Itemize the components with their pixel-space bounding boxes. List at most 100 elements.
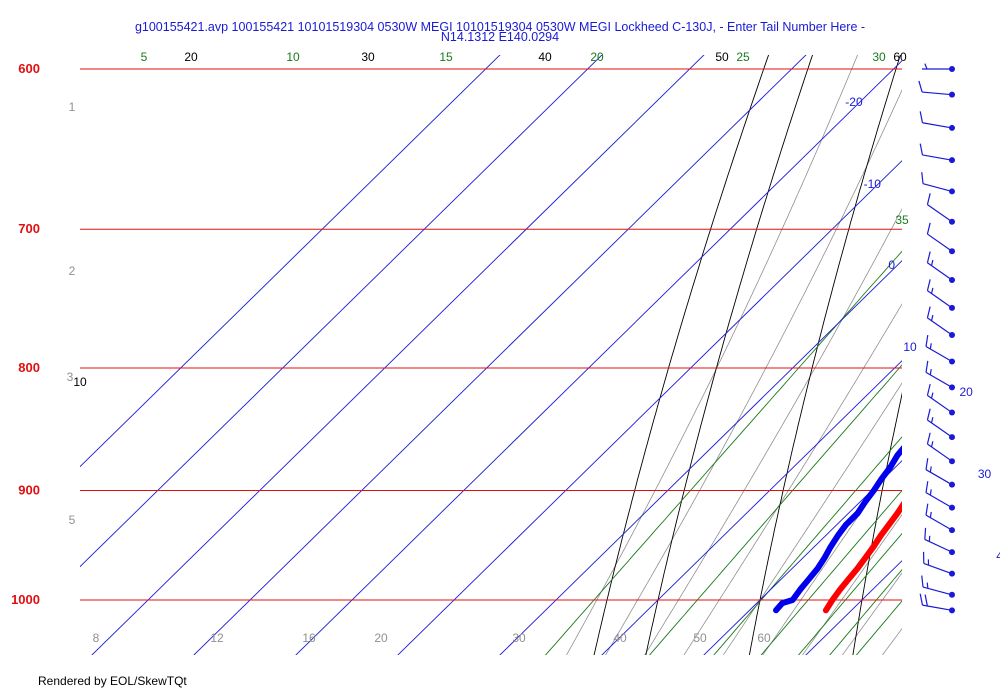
wind-barb-feather bbox=[921, 575, 924, 588]
saturated-adiabat bbox=[605, 89, 902, 655]
isotherm-line bbox=[703, 460, 902, 655]
wind-barb-feather bbox=[925, 360, 929, 373]
isotherm-label: -10 bbox=[864, 177, 882, 191]
isotherm-label: 30 bbox=[978, 467, 992, 481]
wind-barb-feather bbox=[919, 143, 924, 156]
height-label: 1 bbox=[69, 100, 76, 114]
dewpoint-trace bbox=[773, 445, 902, 614]
wind-barb-shaft bbox=[922, 183, 953, 193]
wind-barb bbox=[926, 222, 955, 255]
isotherm-label: 40 bbox=[996, 549, 1000, 563]
mixing-ratio-label: 10 bbox=[286, 50, 300, 64]
wind-barb bbox=[925, 503, 955, 534]
mixing-ratio-label: 20 bbox=[590, 50, 604, 64]
wind-barb-feather bbox=[919, 111, 924, 123]
wind-barb-feather bbox=[930, 441, 934, 447]
dry-adiabat-label: 60 bbox=[893, 50, 907, 64]
mixing-ratio-line bbox=[798, 532, 902, 655]
wind-barb-feather bbox=[930, 287, 934, 294]
dry-adiabat bbox=[593, 55, 770, 655]
wind-barb-feather bbox=[926, 408, 931, 421]
pressure-tick-label: 900 bbox=[18, 482, 40, 497]
saturated-adiabat bbox=[722, 382, 902, 655]
wind-barb-feather bbox=[930, 259, 934, 266]
wind-barb-feather bbox=[925, 334, 929, 347]
wind-barb-feather bbox=[926, 279, 931, 291]
wind-barb-shaft bbox=[922, 122, 953, 129]
saturated-adiabat bbox=[802, 514, 902, 655]
isobar-layer bbox=[80, 68, 902, 601]
wind-barb-feather bbox=[926, 582, 929, 589]
wind-barb-feather bbox=[925, 503, 929, 516]
trace-layer bbox=[773, 445, 902, 614]
wind-barb-layer bbox=[918, 63, 955, 614]
dry-adiabat-label: 20 bbox=[184, 50, 198, 64]
pressure-tick-label: 700 bbox=[18, 221, 40, 236]
wind-barb-feather bbox=[926, 432, 931, 445]
wind-barb-feather bbox=[926, 383, 931, 396]
wind-barb bbox=[926, 383, 955, 416]
mixing-ratio-label: 30 bbox=[872, 50, 886, 64]
mixing-ratio-label: 5 bbox=[141, 50, 148, 64]
saturated-adiabat-label: 16 bbox=[302, 631, 316, 645]
wind-barb-feather bbox=[926, 251, 931, 263]
dry-adiabat bbox=[748, 55, 901, 655]
dry-adiabat-label: 30 bbox=[361, 50, 375, 64]
wind-barb-feather bbox=[929, 369, 932, 375]
wind-barb-shaft bbox=[922, 91, 953, 96]
saturated-adiabat-label: 30 bbox=[512, 631, 526, 645]
wind-barb-feather bbox=[930, 392, 934, 399]
isotherm-line bbox=[80, 55, 501, 468]
dry-adiabat bbox=[852, 392, 902, 655]
label-layer: 6007008009001000-20-10010203040510152025… bbox=[11, 50, 1000, 645]
wind-barb-feather bbox=[929, 511, 932, 518]
dry-adiabat-label: 40 bbox=[538, 50, 552, 64]
saturated-adiabat-label: 60 bbox=[757, 631, 771, 645]
isotherm-line bbox=[601, 360, 902, 655]
dry-adiabat-label: 10 bbox=[73, 375, 87, 389]
height-label: 5 bbox=[69, 513, 76, 527]
wind-barb-feather bbox=[926, 193, 931, 205]
saturated-adiabat bbox=[841, 572, 902, 655]
wind-barb-shaft bbox=[922, 154, 953, 161]
pressure-tick-label: 1000 bbox=[11, 592, 40, 607]
credit-text: Rendered by EOL/SkewTQt bbox=[38, 674, 187, 688]
saturated-adiabat-label: 8 bbox=[93, 631, 100, 645]
isotherm-label: 0 bbox=[888, 258, 895, 272]
wind-barb-feather bbox=[930, 314, 934, 321]
saturated-adiabat-label: 50 bbox=[693, 631, 707, 645]
wind-barb bbox=[919, 593, 955, 614]
wind-barb-shaft bbox=[927, 204, 953, 223]
saturated-adiabat-label: 40 bbox=[613, 631, 627, 645]
saturated-adiabat-label: 12 bbox=[210, 631, 224, 645]
wind-barb bbox=[922, 551, 955, 577]
chart-subtitle: N14.1312 E140.0294 bbox=[441, 30, 559, 44]
wind-barb-feather bbox=[925, 458, 929, 470]
isotherm-line bbox=[499, 260, 902, 655]
wind-barb-feather bbox=[918, 80, 923, 93]
saturated-adiabat bbox=[644, 208, 902, 655]
mixing-ratio-line bbox=[545, 250, 902, 655]
wind-barb bbox=[925, 334, 955, 365]
isotherm-line bbox=[295, 60, 902, 655]
wind-barb-feather bbox=[926, 222, 931, 235]
saturated-adiabat bbox=[566, 55, 859, 655]
wind-barb bbox=[919, 111, 955, 131]
grid-layer bbox=[80, 55, 902, 655]
dry-adiabat-label: 50 bbox=[715, 50, 729, 64]
wind-barb-shaft bbox=[927, 262, 953, 281]
isotherm-line bbox=[397, 160, 902, 655]
isotherm-label: 20 bbox=[959, 385, 973, 399]
wind-barb bbox=[925, 458, 955, 488]
wind-barb-feather bbox=[924, 63, 928, 70]
saturated-adiabat-label: 20 bbox=[374, 631, 388, 645]
mixing-ratio-line bbox=[649, 364, 902, 655]
isotherm-line bbox=[193, 55, 807, 655]
pressure-tick-label: 800 bbox=[18, 360, 40, 375]
isotherm-line bbox=[805, 560, 902, 655]
wind-barb-feather bbox=[925, 481, 929, 493]
wind-barb bbox=[926, 279, 955, 311]
wind-barb bbox=[926, 408, 955, 441]
